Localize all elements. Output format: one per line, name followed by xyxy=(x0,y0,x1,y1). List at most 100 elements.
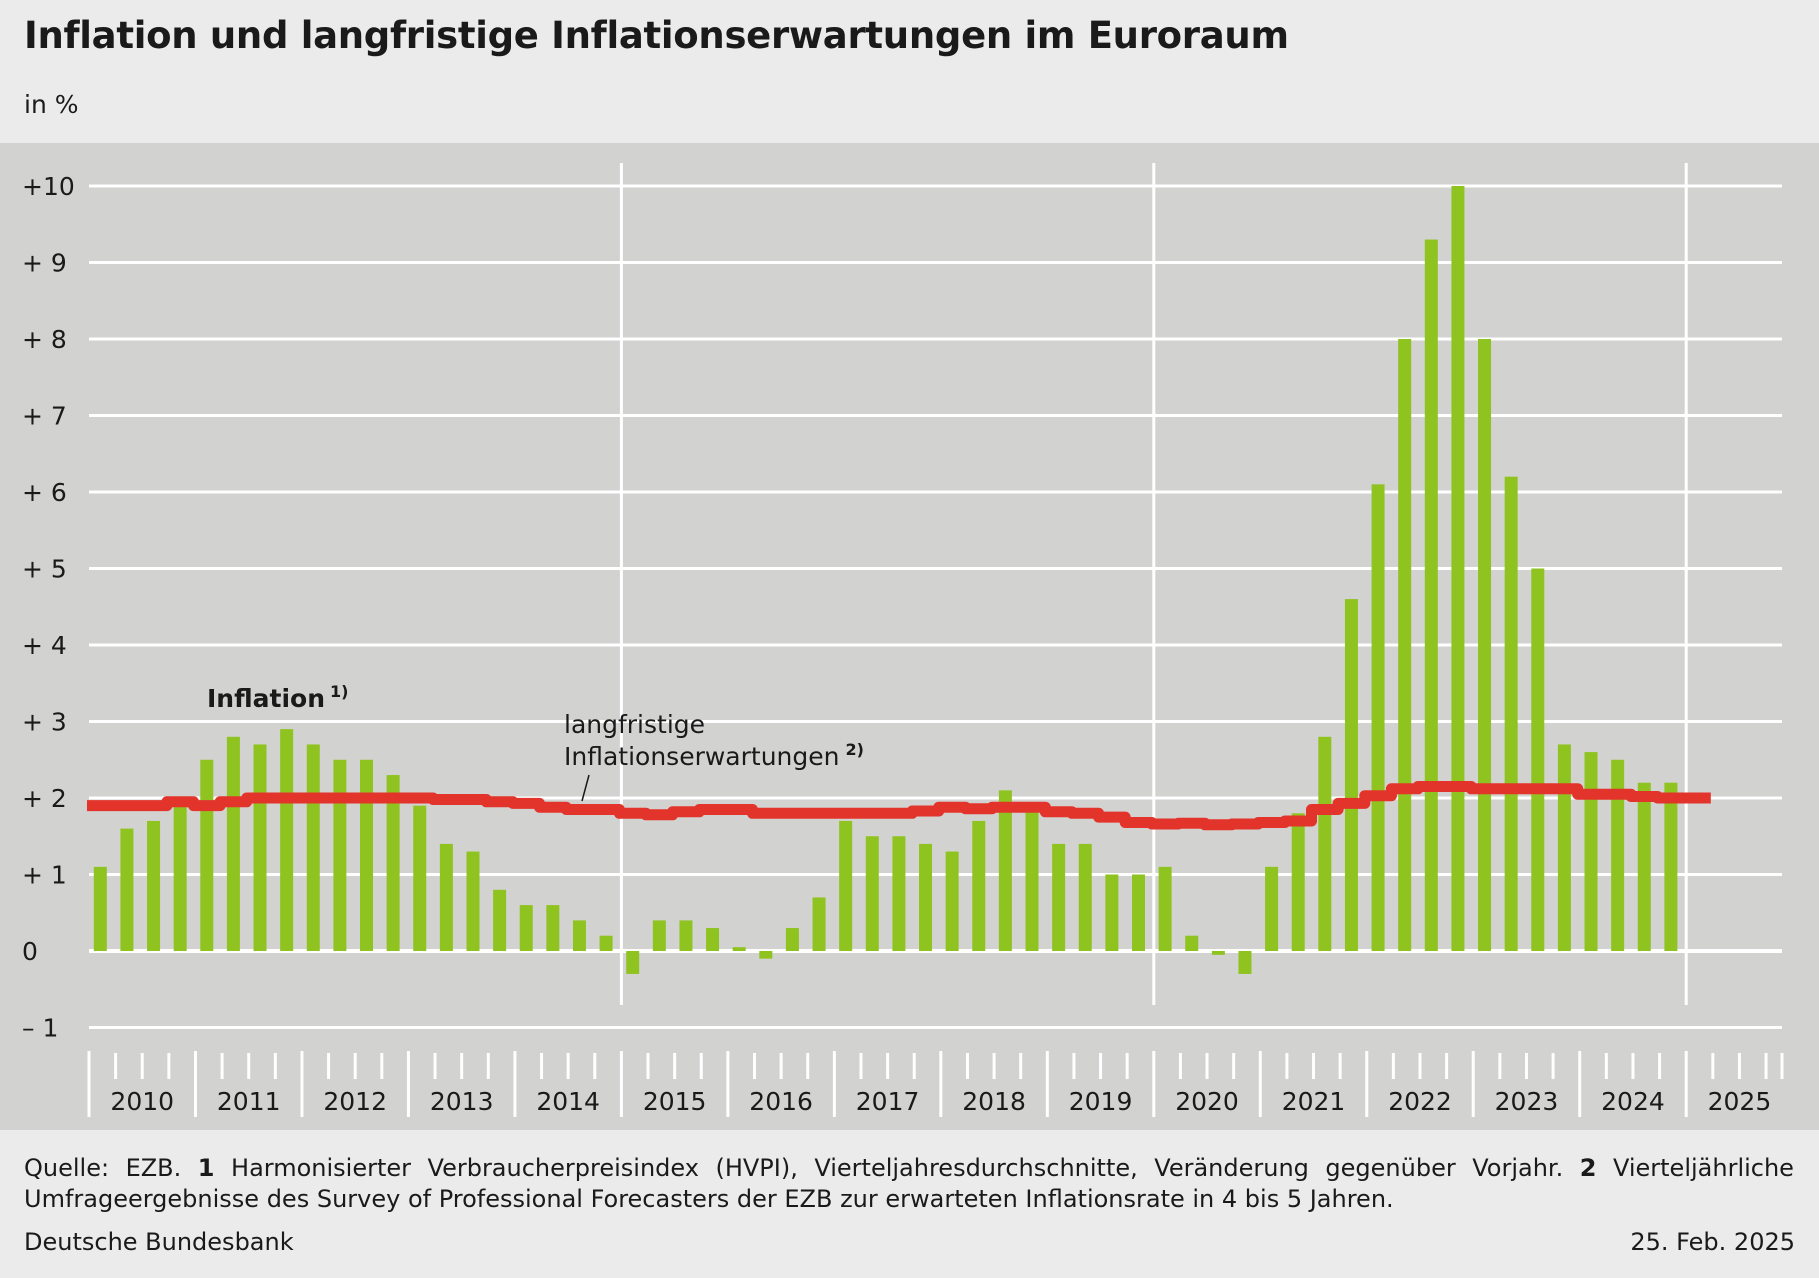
publisher-name: Deutsche Bundesbank xyxy=(24,1228,294,1256)
inflation-bar xyxy=(1637,782,1651,951)
footnote-1-number: 1 xyxy=(197,1154,215,1182)
source-label: Quelle: EZB. xyxy=(24,1154,182,1182)
inflation-bar xyxy=(200,759,214,951)
footnote-2-number: 2 xyxy=(1579,1154,1597,1182)
inflation-bar xyxy=(972,820,986,951)
inflation-bar xyxy=(732,947,746,951)
x-year-label: 2013 xyxy=(430,1087,494,1116)
y-tick-label: +10 xyxy=(22,172,75,201)
inflation-bar xyxy=(945,851,959,951)
publication-date: 25. Feb. 2025 xyxy=(1630,1228,1795,1256)
chart-title: Inflation und langfristige Inflationserw… xyxy=(24,14,1289,57)
inflation-bar xyxy=(1078,843,1092,951)
inflation-bar xyxy=(1185,935,1199,951)
y-tick-label: + 7 xyxy=(22,402,67,431)
inflation-bar xyxy=(173,798,187,951)
inflation-bar xyxy=(439,843,453,951)
inflation-bar xyxy=(93,866,107,951)
inflation-bar xyxy=(572,920,586,951)
inflation-bar xyxy=(892,836,906,951)
x-year-label: 2016 xyxy=(749,1087,813,1116)
y-tick-label: – 1 xyxy=(22,1014,58,1043)
inflation-bar xyxy=(839,820,853,951)
y-tick-label: + 1 xyxy=(22,861,67,890)
y-tick-labels: – 1 0 + 1 + 2 + 3 + 4 + 5 + 6 + 7 + 8 + 9 +10 xyxy=(22,172,75,1043)
unit-label: in % xyxy=(24,90,79,119)
inflation-chart: – 10+ 1+ 2+ 3+ 4+ 5+ 6+ 7+ 8+ 9+10 2010 2… xyxy=(0,143,1819,1130)
x-year-label: 2025 xyxy=(1708,1087,1772,1116)
x-year-label: 2021 xyxy=(1282,1087,1346,1116)
inflation-bar xyxy=(1238,951,1252,974)
inflation-bar xyxy=(919,843,933,951)
inflation-bar xyxy=(1131,874,1145,951)
expectations-footnote-marker: 2) xyxy=(846,740,864,759)
inflation-bar xyxy=(147,820,161,951)
inflation-bar xyxy=(1158,866,1172,951)
inflation-bar xyxy=(1451,186,1465,951)
expectations-label-line2: Inflationserwartungen 2) xyxy=(564,740,864,771)
y-tick-label: + 2 xyxy=(22,784,67,813)
expectations-label-line1: langfristige xyxy=(564,710,705,739)
inflation-bar xyxy=(679,920,693,951)
expectations-step-line xyxy=(87,781,1711,831)
inflation-bar xyxy=(785,928,799,951)
inflation-bar xyxy=(1344,599,1358,951)
x-year-label: 2015 xyxy=(643,1087,707,1116)
inflation-bar xyxy=(1611,759,1625,951)
inflation-bar xyxy=(998,790,1012,951)
y-tick-label: 0 xyxy=(22,937,38,966)
footnote-1-text: Harmonisierter Verbraucherpreisindex (HV… xyxy=(231,1154,1564,1182)
chart-footer: Quelle: EZB. 1 Harmonisierter Verbrauche… xyxy=(0,1135,1819,1278)
inflation-bar xyxy=(306,744,320,951)
x-year-label: 2019 xyxy=(1069,1087,1133,1116)
inflation-bar xyxy=(1504,476,1518,951)
y-tick-label: + 8 xyxy=(22,325,67,354)
footnote-text: Quelle: EZB. 1 Harmonisierter Verbrauche… xyxy=(24,1153,1794,1215)
x-year-label: 2014 xyxy=(536,1087,600,1116)
inflation-bar xyxy=(120,828,134,951)
expectations-label-leader xyxy=(581,774,590,802)
inflation-bar xyxy=(812,897,826,951)
y-tick-label: + 6 xyxy=(22,478,67,507)
inflation-bar xyxy=(360,759,374,951)
x-year-label: 2018 xyxy=(962,1087,1026,1116)
inflation-bar xyxy=(1105,874,1119,951)
y-tick-label: + 3 xyxy=(22,708,67,737)
inflation-bar xyxy=(1052,843,1066,951)
x-year-label: 2024 xyxy=(1601,1087,1665,1116)
y-tick-label: + 5 xyxy=(22,555,67,584)
y-tick-label: + 9 xyxy=(22,249,67,278)
inflation-bar xyxy=(1025,805,1039,951)
inflation-series-label: Inflation 1) xyxy=(207,682,348,713)
inflation-bar xyxy=(759,951,773,959)
inflation-bar xyxy=(253,744,267,951)
x-year-label: 2011 xyxy=(217,1087,281,1116)
x-axis: 2010 2011 2012 2013 2014 2015 2016 2017 2018 2019… xyxy=(87,1051,1784,1117)
plot-background xyxy=(0,143,1819,1130)
inflation-bar xyxy=(706,928,720,951)
inflation-bar xyxy=(865,836,879,951)
inflation-bar xyxy=(546,905,560,951)
inflation-bar xyxy=(1531,568,1545,951)
x-year-label: 2023 xyxy=(1495,1087,1559,1116)
inflation-bar xyxy=(1424,239,1438,952)
x-year-label: 2022 xyxy=(1388,1087,1452,1116)
inflation-bar xyxy=(280,729,294,951)
x-year-label: 2010 xyxy=(110,1087,174,1116)
inflation-bar xyxy=(1557,744,1571,951)
inflation-bar xyxy=(466,851,480,951)
y-tick-label: + 4 xyxy=(22,631,67,660)
inflation-bar xyxy=(1211,951,1225,955)
inflation-bar xyxy=(1371,484,1385,951)
inflation-bar xyxy=(493,889,507,951)
inflation-bar xyxy=(226,736,240,951)
inflation-bar xyxy=(413,805,427,951)
x-year-label: 2012 xyxy=(323,1087,387,1116)
inflation-bar xyxy=(1265,866,1279,951)
x-year-label: 2017 xyxy=(856,1087,920,1116)
inflation-bar xyxy=(519,905,533,951)
inflation-footnote-marker: 1) xyxy=(330,682,348,701)
inflation-bar xyxy=(1478,339,1492,951)
inflation-bar xyxy=(1664,782,1678,951)
inflation-bar xyxy=(652,920,666,951)
